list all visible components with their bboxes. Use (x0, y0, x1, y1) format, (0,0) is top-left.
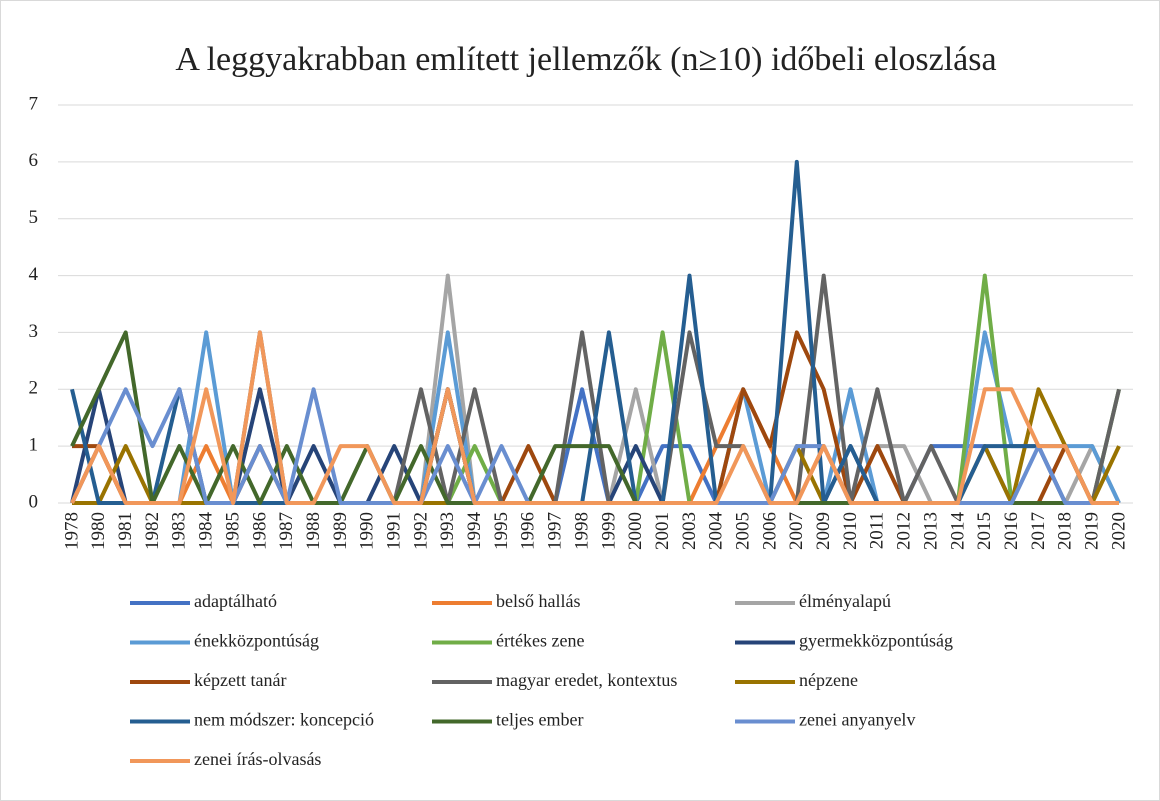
x-tick-label: 1983 (169, 512, 190, 550)
x-tick-label: 2017 (1028, 512, 1049, 550)
legend-label: adaptálható (194, 591, 277, 611)
x-tick-label: 1992 (410, 512, 431, 550)
x-tick-label: 2018 (1055, 512, 1076, 550)
series-line (70, 330, 1119, 505)
x-tick-label: 1995 (491, 512, 512, 550)
x-tick-label: 1999 (598, 512, 619, 550)
y-tick-label: 0 (29, 491, 39, 512)
legend-label: zenei írás-olvasás (194, 749, 321, 769)
x-tick-label: 1989 (330, 512, 351, 550)
x-tick-label: 1981 (115, 512, 136, 550)
y-tick-label: 5 (29, 207, 39, 228)
y-tick-label: 4 (29, 264, 39, 285)
x-tick-label: 2019 (1082, 512, 1103, 550)
x-tick-label: 1997 (545, 512, 566, 550)
x-tick-label: 2016 (1001, 512, 1022, 550)
x-tick-label: 2020 (1108, 512, 1129, 550)
x-tick-label: 2000 (625, 512, 646, 550)
x-tick-label: 2006 (759, 512, 780, 550)
y-tick-label: 3 (29, 321, 39, 342)
x-tick-label: 2011 (867, 512, 888, 549)
x-tick-label: 1996 (518, 512, 539, 550)
legend-label: belső hallás (496, 591, 580, 611)
x-tick-label: 1990 (357, 512, 378, 550)
x-tick-label: 1987 (276, 512, 297, 550)
y-tick-label: 7 (29, 93, 39, 114)
x-tick-label: 1991 (384, 512, 405, 550)
y-tick-label: 6 (29, 150, 39, 171)
legend-label: élményalapú (799, 591, 891, 611)
legend-label: értékes zene (496, 631, 584, 651)
x-tick-label: 2010 (840, 512, 861, 550)
x-tick-label: 1994 (464, 512, 485, 551)
x-tick-label: 2005 (733, 512, 754, 550)
legend-label: képzett tanár (194, 670, 286, 690)
y-tick-label: 2 (29, 378, 39, 399)
x-tick-label: 1993 (437, 512, 458, 550)
x-tick-label: 1984 (196, 512, 217, 551)
x-tick-label: 1978 (61, 512, 82, 550)
legend-label: zenei anyanyelv (799, 710, 915, 730)
x-tick-label: 2009 (813, 512, 834, 550)
legend-label: énekközpontúság (194, 631, 319, 651)
x-tick-label: 2001 (652, 512, 673, 550)
chart-title: A leggyakrabban említett jellemzők (n≥10… (175, 41, 996, 78)
x-tick-label: 1985 (222, 512, 243, 550)
x-tick-label: 2015 (974, 512, 995, 550)
legend-label: nem módszer: koncepció (194, 710, 374, 730)
y-tick-label: 1 (29, 435, 39, 456)
legend-label: teljes ember (496, 710, 583, 730)
x-tick-label: 2012 (894, 512, 915, 550)
x-tick-label: 1980 (88, 512, 109, 550)
x-tick-label: 2013 (920, 512, 941, 550)
x-tick-label: 1982 (142, 512, 163, 550)
x-tick-label: 2014 (947, 512, 968, 551)
x-tick-label: 1986 (249, 512, 270, 550)
x-tick-label: 1998 (571, 512, 592, 550)
legend-label: gyermekközpontúság (799, 631, 953, 651)
x-tick-label: 2003 (679, 512, 700, 550)
x-tick-label: 1988 (303, 512, 324, 550)
legend-label: népzene (799, 670, 858, 690)
x-tick-label: 2004 (706, 512, 727, 551)
x-tick-label: 2007 (786, 512, 807, 550)
legend-label: magyar eredet, kontextus (496, 670, 677, 690)
